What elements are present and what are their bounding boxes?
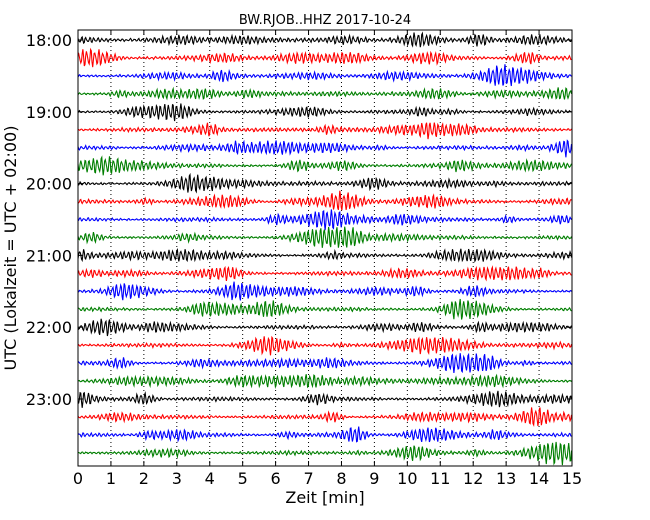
axis-ticks xyxy=(77,30,573,466)
trace-line-5 xyxy=(77,122,572,140)
y-tick-label: 19:00 xyxy=(26,103,72,122)
x-tick-label: 4 xyxy=(205,469,215,488)
trace-line-1 xyxy=(77,47,572,68)
y-tick-label: 20:00 xyxy=(26,175,72,194)
x-tick-labels: 0 1 2 3 4 5 6 7 8 9 10 11 12 13 14 15 xyxy=(73,469,582,488)
trace-line-15 xyxy=(77,298,572,320)
trace-line-9 xyxy=(77,190,572,211)
trace-line-4 xyxy=(77,103,572,122)
x-tick-label: 2 xyxy=(139,469,149,488)
x-tick-label: 6 xyxy=(271,469,281,488)
trace-line-21 xyxy=(77,407,573,428)
y-axis-label: UTC (Lokalzeit = UTC + 02:00) xyxy=(1,126,20,371)
chart-title: BW.RJOB..HHZ 2017-10-24 xyxy=(239,13,411,28)
plot-frame xyxy=(77,29,573,467)
trace-line-10 xyxy=(77,209,572,231)
x-tick-label: 8 xyxy=(336,469,346,488)
x-tick-label: 11 xyxy=(430,469,450,488)
y-tick-label: 18:00 xyxy=(26,31,72,50)
seismogram-traces xyxy=(77,31,573,466)
y-tick-label: 21:00 xyxy=(26,246,72,265)
trace-line-11 xyxy=(77,226,573,248)
trace-line-8 xyxy=(77,172,572,194)
x-tick-label: 1 xyxy=(106,469,116,488)
trace-line-0 xyxy=(77,31,573,48)
x-tick-label: 15 xyxy=(562,469,582,488)
y-tick-labels: 18:00 19:00 20:00 21:00 22:00 23:00 xyxy=(26,31,72,409)
x-tick-label: 0 xyxy=(73,469,83,488)
trace-line-18 xyxy=(77,352,572,374)
y-tick-label: 23:00 xyxy=(26,390,72,409)
x-tick-label: 14 xyxy=(529,469,549,488)
trace-line-14 xyxy=(77,281,572,301)
x-tick-label: 12 xyxy=(463,469,483,488)
y-tick-label: 22:00 xyxy=(26,318,72,337)
trace-line-12 xyxy=(77,248,573,263)
trace-line-6 xyxy=(77,139,573,158)
x-axis-label: Zeit [min] xyxy=(285,488,364,507)
grid-lines xyxy=(110,30,540,466)
trace-line-19 xyxy=(77,373,572,389)
trace-line-7 xyxy=(77,155,572,176)
trace-line-20 xyxy=(77,390,573,408)
trace-line-3 xyxy=(77,86,573,101)
trace-line-22 xyxy=(77,426,572,443)
x-tick-label: 13 xyxy=(496,469,516,488)
trace-line-16 xyxy=(77,318,572,337)
x-tick-label: 7 xyxy=(303,469,313,488)
trace-line-13 xyxy=(77,265,572,282)
trace-line-23 xyxy=(77,441,573,466)
trace-line-2 xyxy=(77,64,572,87)
trace-line-17 xyxy=(77,335,573,356)
x-tick-label: 10 xyxy=(397,469,417,488)
x-tick-label: 9 xyxy=(369,469,379,488)
x-tick-label: 3 xyxy=(172,469,182,488)
x-tick-label: 5 xyxy=(238,469,248,488)
